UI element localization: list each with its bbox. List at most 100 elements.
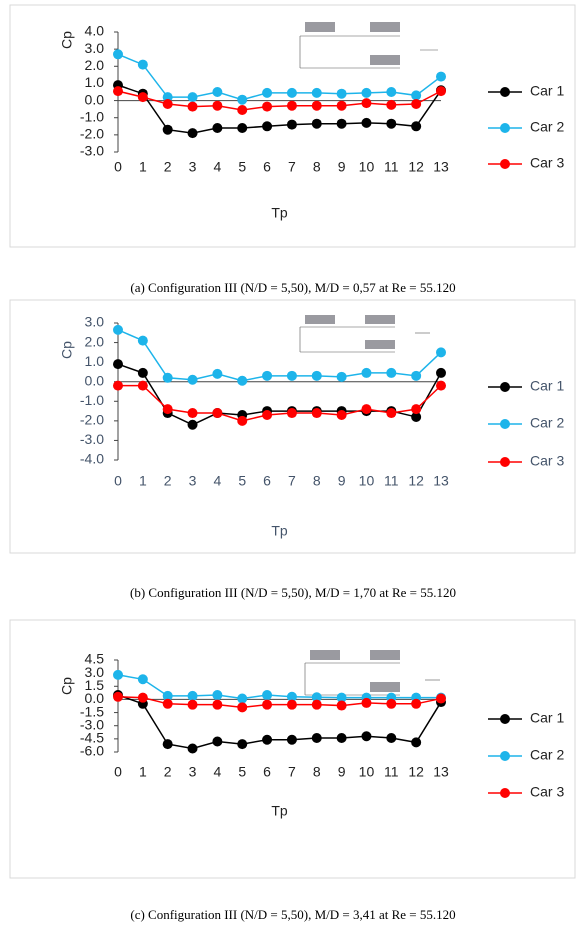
data-point [262, 690, 272, 700]
data-point [312, 101, 322, 111]
data-point [188, 102, 198, 112]
data-point [188, 743, 198, 753]
data-point [262, 735, 272, 745]
x-tick-label: 9 [338, 159, 346, 175]
data-point [113, 692, 123, 702]
data-point [361, 698, 371, 708]
data-point [212, 700, 222, 710]
x-tick-label: 7 [288, 473, 296, 489]
data-point [212, 101, 222, 111]
caption: (a) Configuration III (N/D = 5,50), M/D … [130, 280, 455, 295]
legend-label: Car 1 [530, 710, 564, 726]
y-tick-label: 0.0 [85, 372, 105, 388]
data-point [163, 699, 173, 709]
x-tick-label: 1 [139, 473, 147, 489]
y-tick-label: 2.0 [85, 57, 105, 73]
x-axis-title: Tp [271, 205, 288, 221]
x-tick-label: 0 [114, 159, 122, 175]
legend-marker [500, 788, 510, 798]
data-point [386, 87, 396, 97]
y-tick-label: -2.0 [80, 412, 104, 428]
data-point [188, 375, 198, 385]
x-axis-title: Tp [271, 523, 288, 539]
data-point [262, 700, 272, 710]
x-tick-label: 4 [213, 473, 221, 489]
data-point [337, 119, 347, 129]
data-point [188, 408, 198, 418]
data-point [386, 119, 396, 129]
data-point [212, 123, 222, 133]
data-point [337, 410, 347, 420]
data-point [212, 369, 222, 379]
legend-marker [500, 419, 510, 429]
x-tick-label: 9 [338, 764, 346, 780]
legend-marker [500, 123, 510, 133]
data-point [411, 371, 421, 381]
x-tick-label: 6 [263, 764, 271, 780]
data-point [113, 359, 123, 369]
y-tick-label: -1.0 [80, 392, 104, 408]
x-tick-label: 13 [433, 764, 449, 780]
x-axis-title: Tp [271, 803, 288, 819]
data-point [386, 100, 396, 110]
data-point [386, 408, 396, 418]
caption: (c) Configuration III (N/D = 5,50), M/D … [130, 907, 455, 922]
legend-marker [500, 382, 510, 392]
data-point [312, 371, 322, 381]
x-tick-label: 13 [433, 159, 449, 175]
y-tick-label: 4.0 [85, 23, 105, 39]
data-point [287, 371, 297, 381]
legend-marker [500, 457, 510, 467]
data-point [287, 101, 297, 111]
data-point [411, 121, 421, 131]
data-point [436, 72, 446, 82]
data-point [113, 325, 123, 335]
data-point [312, 700, 322, 710]
x-tick-label: 12 [408, 473, 424, 489]
data-point [237, 694, 247, 704]
data-point [262, 121, 272, 131]
x-tick-label: 4 [213, 159, 221, 175]
x-tick-label: 13 [433, 473, 449, 489]
y-tick-label: -4.0 [80, 451, 104, 467]
data-point [312, 119, 322, 129]
data-point [113, 381, 123, 391]
y-axis-title: Cp [59, 677, 75, 695]
data-point [237, 702, 247, 712]
data-point [361, 118, 371, 128]
caption: (b) Configuration III (N/D = 5,50), M/D … [130, 585, 456, 600]
data-point [411, 737, 421, 747]
data-point [361, 88, 371, 98]
legend-label: Car 2 [530, 415, 564, 431]
y-tick-label: 1.0 [85, 74, 105, 90]
x-tick-label: 2 [164, 159, 172, 175]
data-point [337, 733, 347, 743]
data-point [361, 98, 371, 108]
data-point [188, 92, 198, 102]
x-tick-label: 1 [139, 159, 147, 175]
data-point [287, 700, 297, 710]
data-point [436, 381, 446, 391]
data-point [287, 88, 297, 98]
data-point [337, 372, 347, 382]
legend-label: Car 3 [530, 155, 564, 171]
data-point [287, 120, 297, 130]
figure: 4.03.02.01.00.0-1.0-2.0-3.00123456789101… [0, 0, 587, 934]
data-point [163, 99, 173, 109]
x-tick-label: 3 [189, 764, 197, 780]
legend-marker [500, 159, 510, 169]
x-tick-label: 12 [408, 159, 424, 175]
y-tick-label: -6.0 [80, 743, 104, 759]
y-tick-label: 1.0 [85, 353, 105, 369]
x-tick-label: 9 [338, 473, 346, 489]
data-point [163, 373, 173, 383]
data-point [337, 89, 347, 99]
data-point [337, 701, 347, 711]
data-point [287, 735, 297, 745]
x-tick-label: 2 [164, 764, 172, 780]
data-point [312, 88, 322, 98]
data-point [212, 690, 222, 700]
data-point [163, 404, 173, 414]
data-point [361, 368, 371, 378]
